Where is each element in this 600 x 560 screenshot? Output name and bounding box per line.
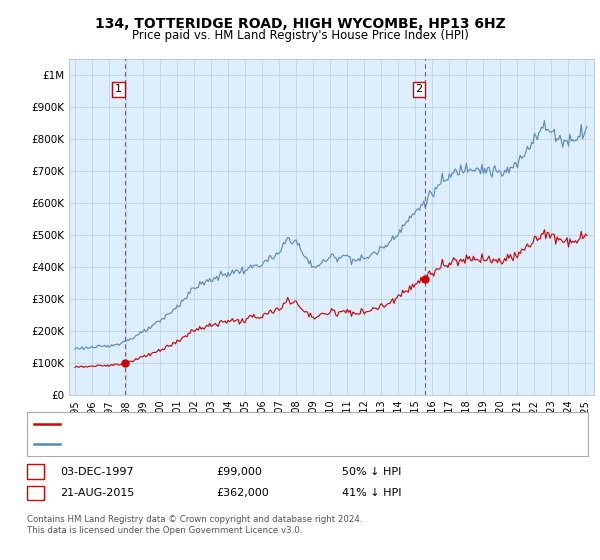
Text: 03-DEC-1997: 03-DEC-1997 xyxy=(60,466,134,477)
Text: 41% ↓ HPI: 41% ↓ HPI xyxy=(342,488,401,498)
Text: HPI: Average price, detached house, Buckinghamshire: HPI: Average price, detached house, Buck… xyxy=(66,439,337,449)
Text: Contains HM Land Registry data © Crown copyright and database right 2024.
This d: Contains HM Land Registry data © Crown c… xyxy=(27,515,362,535)
Text: £99,000: £99,000 xyxy=(216,466,262,477)
Text: 1: 1 xyxy=(32,466,39,477)
Text: 2: 2 xyxy=(416,85,422,95)
Text: 2: 2 xyxy=(32,488,39,498)
Text: £362,000: £362,000 xyxy=(216,488,269,498)
Text: 1: 1 xyxy=(115,85,122,95)
Text: 21-AUG-2015: 21-AUG-2015 xyxy=(60,488,134,498)
Text: 134, TOTTERIDGE ROAD, HIGH WYCOMBE, HP13 6HZ (detached house): 134, TOTTERIDGE ROAD, HIGH WYCOMBE, HP13… xyxy=(66,419,421,429)
Text: 50% ↓ HPI: 50% ↓ HPI xyxy=(342,466,401,477)
Text: Price paid vs. HM Land Registry's House Price Index (HPI): Price paid vs. HM Land Registry's House … xyxy=(131,29,469,42)
Text: 134, TOTTERIDGE ROAD, HIGH WYCOMBE, HP13 6HZ: 134, TOTTERIDGE ROAD, HIGH WYCOMBE, HP13… xyxy=(95,17,505,31)
